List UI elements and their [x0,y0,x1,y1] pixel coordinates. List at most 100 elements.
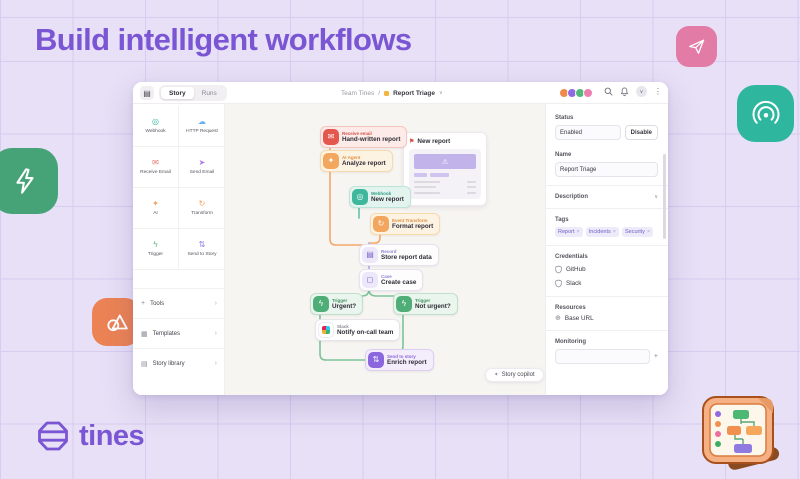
app-menu-icon[interactable]: ▤ [140,86,154,100]
tile-http-request[interactable]: ☁ HTTP Request [179,106,225,147]
send-to-story-icon: ⇅ [368,352,384,368]
remove-tag-icon[interactable]: × [576,229,580,235]
trigger-icon: ϟ [153,239,158,249]
flag-icon: ⚑ [409,139,415,145]
scrollbar[interactable] [663,154,666,239]
credential-github[interactable]: GitHub [555,265,658,274]
workflow-canvas[interactable]: ⚑ New report ⚠ ✉ Receive email Hand-writt… [225,104,545,395]
case-icon: ◻ [362,272,378,288]
tines-logo-icon [38,421,68,451]
ai-agent-icon: ✦ [323,153,339,169]
event-transform-icon: ↻ [373,216,389,232]
tab-story[interactable]: Story [161,87,194,99]
tile-transform[interactable]: ↻ Transform [179,188,225,229]
node-case[interactable]: ◻ Case Create case [359,269,424,291]
broadcast-icon [737,85,794,142]
tile-trigger[interactable]: ϟ Trigger [133,229,179,270]
story-copilot-button[interactable]: ✦ Story copilot [485,368,544,382]
monitoring-field[interactable] [555,349,650,364]
shield-icon [555,265,562,274]
sidebar-item-templates[interactable]: ▦ Templates › [133,318,225,348]
node-slack[interactable]: Slack Notify on-call team [315,319,401,341]
disable-button[interactable]: Disable [624,125,658,140]
bell-icon[interactable] [620,87,629,97]
send-to-story-icon: ⇅ [198,239,206,249]
chevron-right-icon: › [214,300,217,307]
circle-triangle-icon [92,298,140,346]
tag-chip[interactable]: Security × [621,227,654,237]
node-send-to-story[interactable]: ⇅ Send to story Enrich report [365,349,434,371]
node-ai-agent[interactable]: ✦ AI Agent Analyze report [320,150,393,172]
trigger-icon: ϟ [396,296,412,312]
tab-runs[interactable]: Runs [201,89,217,97]
tile-ai[interactable]: ✦ AI [133,188,179,229]
trigger-icon: ϟ [313,296,329,312]
user-avatar[interactable]: ∨ [636,86,647,97]
breadcrumb-story[interactable]: Report Triage [393,89,435,97]
node-trigger-urgent[interactable]: ϟ Trigger Urgent? [310,293,364,315]
resource-base-url[interactable]: ⊕ Base URL [555,315,594,322]
credential-slack[interactable]: Slack [555,279,658,288]
monitoring-label: Monitoring [555,339,586,345]
node-receive-email[interactable]: ✉ Receive email Hand-written report [320,126,408,148]
tile-send-to-story[interactable]: ⇅ Send to Story [179,229,225,270]
webhook-icon: ◎ [352,189,368,205]
sparkle-icon: ✦ [494,372,499,378]
action-tiles: ◎ Webhook ☁ HTTP Request ✉ Receive Email ➤ S… [133,106,225,270]
plus-icon: + [141,300,146,307]
chevron-down-icon[interactable]: ∨ [438,90,443,96]
tag-chip[interactable]: Incidents × [585,227,619,237]
story-library-icon: ▤ [141,360,148,368]
transform-icon: ↻ [198,198,206,208]
breadcrumb[interactable]: Team Tines / Report Triage ∨ [341,82,443,104]
breadcrumb-separator: / [378,89,381,97]
status-field[interactable]: Enabled [555,125,621,140]
shield-icon [555,279,562,288]
page-title: Build intelligent workflows [35,22,412,57]
node-webhook[interactable]: ◎ Webhook New report [349,186,411,208]
view-switcher: Story Runs [159,85,227,101]
tags-list: Report × Incidents × Security × [555,227,658,237]
add-monitoring-icon[interactable]: + [653,353,658,360]
workflow-board-illustration [698,394,784,474]
tines-logo: tines [36,419,145,453]
app-window: ▤ Story Runs Team Tines / Report Triage … [133,82,668,395]
paper-plane-icon [676,26,717,67]
topbar-actions: ∨ ⋮ [604,86,662,97]
http-request-icon: ☁ [198,116,206,126]
ai-icon: ✦ [152,198,159,208]
node-record[interactable]: ▤ Record Store report data [359,244,439,266]
record-icon: ▤ [362,247,378,263]
tag-chip[interactable]: Report × [555,227,583,237]
chevron-down-icon[interactable]: ∨ [654,194,658,200]
sidebar-item-tools[interactable]: + Tools › [133,288,225,318]
node-event-transform[interactable]: ↻ Event Transform Format report [370,213,441,235]
resources-label: Resources [555,305,586,311]
remove-tag-icon[interactable]: × [612,229,616,235]
name-label: Name [555,152,572,158]
receive-email-icon: ✉ [323,129,339,145]
receive-email-icon: ✉ [152,157,159,167]
actions-sidebar: ◎ Webhook ☁ HTTP Request ✉ Receive Email ➤ S… [133,104,225,395]
warning-icon: ⚠ [441,158,449,166]
window-topbar: ▤ Story Runs Team Tines / Report Triage … [133,82,668,104]
remove-tag-icon[interactable]: × [646,229,651,235]
node-trigger-not-urgent[interactable]: ϟ Trigger Not urgent? [393,293,458,315]
chevron-right-icon: › [214,360,217,367]
avatar[interactable] [583,88,593,98]
name-field[interactable]: Report Triage [555,162,658,177]
globe-icon: ⊕ [555,315,561,322]
kebab-menu-icon[interactable]: ⋮ [654,86,662,96]
breadcrumb-team[interactable]: Team Tines [341,89,375,97]
webhook-icon: ◎ [152,116,159,126]
search-icon[interactable] [604,87,613,96]
tile-webhook[interactable]: ◎ Webhook [133,106,179,147]
sidebar-item-story-library[interactable]: ▤ Story library › [133,348,225,378]
report-preview-card[interactable]: ⚑ New report ⚠ [403,132,487,206]
send-email-icon: ➤ [198,157,206,167]
description-section[interactable]: Description ∨ [555,194,658,200]
tile-receive-email[interactable]: ✉ Receive Email [133,147,179,188]
story-emoji-icon [384,90,390,96]
tile-send-email[interactable]: ➤ Send Email [179,147,225,188]
